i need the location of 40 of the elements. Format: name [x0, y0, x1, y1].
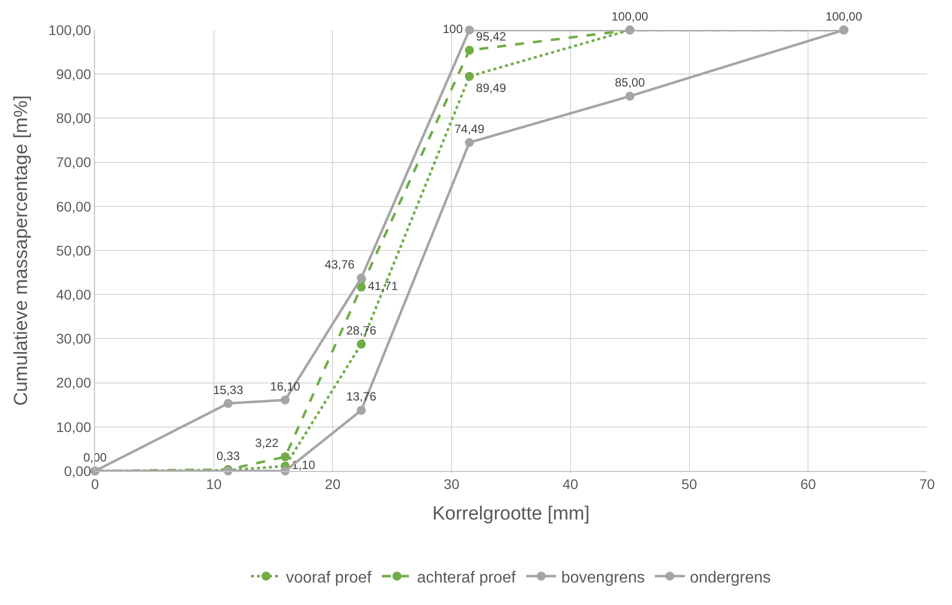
y-tick-label: 40,00 [56, 286, 92, 302]
x-tick-label: 10 [206, 476, 222, 492]
legend-label: vooraf proef [286, 569, 372, 586]
data-label: 85,00 [614, 76, 646, 90]
y-tick-label: 30,00 [56, 330, 92, 347]
x-tick-label: 0 [91, 476, 100, 492]
data-label: 74,49 [454, 122, 485, 136]
data-label: 3,22 [255, 436, 279, 450]
y-tick-label: 0,00 [64, 462, 92, 479]
data-label: 95,42 [476, 30, 506, 44]
x-axis-title: Korrelgrootte [mm] [432, 504, 590, 525]
x-tick-label: 50 [682, 476, 698, 492]
data-label: 100 [442, 22, 464, 36]
x-tick-label: 60 [800, 476, 816, 492]
legend-label: achteraf proef [416, 569, 516, 586]
data-label: 0,33 [216, 448, 240, 463]
data-label: 16,10 [270, 379, 301, 394]
data-label: 100,00 [825, 9, 862, 24]
y-tick-label: 20,00 [56, 374, 92, 391]
data-label: 28,76 [346, 324, 377, 338]
x-tick-label: 20 [324, 476, 341, 492]
y-axis-title: Cumulatieve massapercentage [m%] [11, 95, 32, 406]
y-tick-label: 10,00 [56, 418, 92, 435]
data-label: 15,33 [213, 382, 244, 397]
data-label: 41,71 [368, 279, 398, 294]
data-label: 43,76 [324, 257, 355, 272]
data-label: 100,00 [612, 9, 649, 24]
x-tick-label: 40 [562, 476, 578, 492]
x-tick-label: 70 [919, 476, 935, 492]
legend-label: ondergrens [690, 569, 771, 586]
data-label: 89,49 [476, 80, 506, 95]
y-tick-label: 80,00 [56, 110, 92, 126]
y-tick-label: 90,00 [56, 66, 92, 82]
x-tick-label: 30 [444, 476, 460, 492]
y-tick-label: 100,00 [48, 22, 92, 38]
legend-label: bovengrens [561, 569, 645, 586]
y-tick-label: 60,00 [56, 198, 92, 214]
y-tick-label: 50,00 [56, 242, 92, 258]
y-tick-label: 70,00 [56, 154, 92, 170]
data-label: 13,76 [346, 390, 377, 404]
